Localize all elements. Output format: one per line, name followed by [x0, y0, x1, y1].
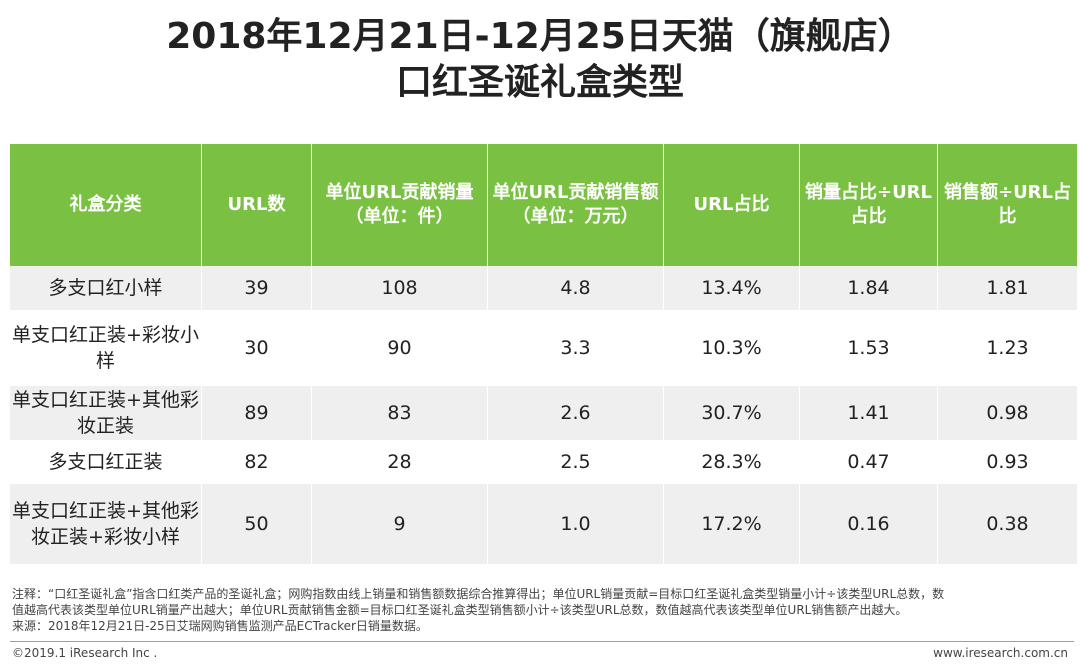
cell-amount-share-ratio: 1.23	[937, 310, 1078, 386]
cell-category: 多支口红正装	[9, 440, 202, 484]
table-row: 单支口红正装+其他彩妆正装+彩妆小样 50 9 1.0 17.2% 0.16 0…	[9, 484, 1078, 564]
cell-url-share: 10.3%	[663, 310, 800, 386]
cell-unit-sales-volume: 108	[311, 266, 488, 310]
cell-unit-sales-amount: 2.6	[487, 386, 664, 440]
title-line-2: 口红圣诞礼盒类型	[395, 62, 684, 103]
title-line-1: 2018年12月21日-12月25日天猫（旗舰店）	[166, 16, 914, 57]
cell-url-share: 28.3%	[663, 440, 800, 484]
cell-url-count: 30	[201, 310, 312, 386]
cell-url-share: 13.4%	[663, 266, 800, 310]
cell-unit-sales-amount: 3.3	[487, 310, 664, 386]
cell-unit-sales-volume: 9	[311, 484, 488, 564]
cell-unit-sales-amount: 1.0	[487, 484, 664, 564]
cell-volume-share-ratio: 1.53	[799, 310, 938, 386]
cell-url-count: 89	[201, 386, 312, 440]
cell-amount-share-ratio: 0.98	[937, 386, 1078, 440]
website-url: www.iresearch.com.cn	[933, 646, 1068, 660]
cell-category: 单支口红正装+彩妆小样	[9, 310, 202, 386]
cell-category: 多支口红小样	[9, 266, 202, 310]
table-row: 多支口红小样 39 108 4.8 13.4% 1.84 1.81	[9, 266, 1078, 310]
table-row: 单支口红正装+彩妆小样 30 90 3.3 10.3% 1.53 1.23	[9, 310, 1078, 386]
gift-box-type-table: 礼盒分类 URL数 单位URL贡献销量（单位：件） 单位URL贡献销售额（单位：…	[9, 144, 1078, 564]
cell-amount-share-ratio: 1.81	[937, 266, 1078, 310]
source-line: 来源：2018年12月21日-25日艾瑞网购销售监测产品ECTracker日销量…	[12, 619, 428, 633]
table-header-row: 礼盒分类 URL数 单位URL贡献销量（单位：件） 单位URL贡献销售额（单位：…	[9, 144, 1078, 266]
cell-volume-share-ratio: 0.47	[799, 440, 938, 484]
cell-category: 单支口红正装+其他彩妆正装	[9, 386, 202, 440]
cell-unit-sales-amount: 2.5	[487, 440, 664, 484]
table-row: 单支口红正装+其他彩妆正装 89 83 2.6 30.7% 1.41 0.98	[9, 386, 1078, 440]
cell-volume-share-ratio: 1.84	[799, 266, 938, 310]
header-unit-sales-volume: 单位URL贡献销量（单位：件）	[311, 144, 488, 266]
notes: 注释：“口红圣诞礼盒”指含口红类产品的圣诞礼盒；网购指数由线上销量和销售额数据综…	[12, 586, 1072, 634]
cell-unit-sales-amount: 4.8	[487, 266, 664, 310]
cell-url-share: 30.7%	[663, 386, 800, 440]
cell-url-share: 17.2%	[663, 484, 800, 564]
footer-divider	[10, 641, 1074, 642]
header-category: 礼盒分类	[9, 144, 202, 266]
cell-amount-share-ratio: 0.93	[937, 440, 1078, 484]
header-unit-sales-amount: 单位URL贡献销售额（单位：万元）	[487, 144, 664, 266]
cell-url-count: 82	[201, 440, 312, 484]
page-title: 2018年12月21日-12月25日天猫（旗舰店） 口红圣诞礼盒类型	[0, 14, 1080, 106]
cell-category: 单支口红正装+其他彩妆正装+彩妆小样	[9, 484, 202, 564]
header-volume-share-ratio: 销量占比÷URL占比	[799, 144, 938, 266]
cell-url-count: 39	[201, 266, 312, 310]
header-url-count: URL数	[201, 144, 312, 266]
cell-unit-sales-volume: 28	[311, 440, 488, 484]
cell-volume-share-ratio: 0.16	[799, 484, 938, 564]
notes-line-1: 注释：“口红圣诞礼盒”指含口红类产品的圣诞礼盒；网购指数由线上销量和销售额数据综…	[12, 587, 945, 601]
copyright: ©2019.1 iResearch Inc .	[12, 646, 158, 660]
header-url-share: URL占比	[663, 144, 800, 266]
cell-volume-share-ratio: 1.41	[799, 386, 938, 440]
header-amount-share-ratio: 销售额÷URL占比	[937, 144, 1078, 266]
cell-unit-sales-volume: 90	[311, 310, 488, 386]
cell-unit-sales-volume: 83	[311, 386, 488, 440]
cell-amount-share-ratio: 0.38	[937, 484, 1078, 564]
notes-line-2: 值越高代表该类型单位URL销量产出越大；单位URL贡献销售金额=目标口红圣诞礼盒…	[12, 603, 908, 617]
cell-url-count: 50	[201, 484, 312, 564]
table-row: 多支口红正装 82 28 2.5 28.3% 0.47 0.93	[9, 440, 1078, 484]
